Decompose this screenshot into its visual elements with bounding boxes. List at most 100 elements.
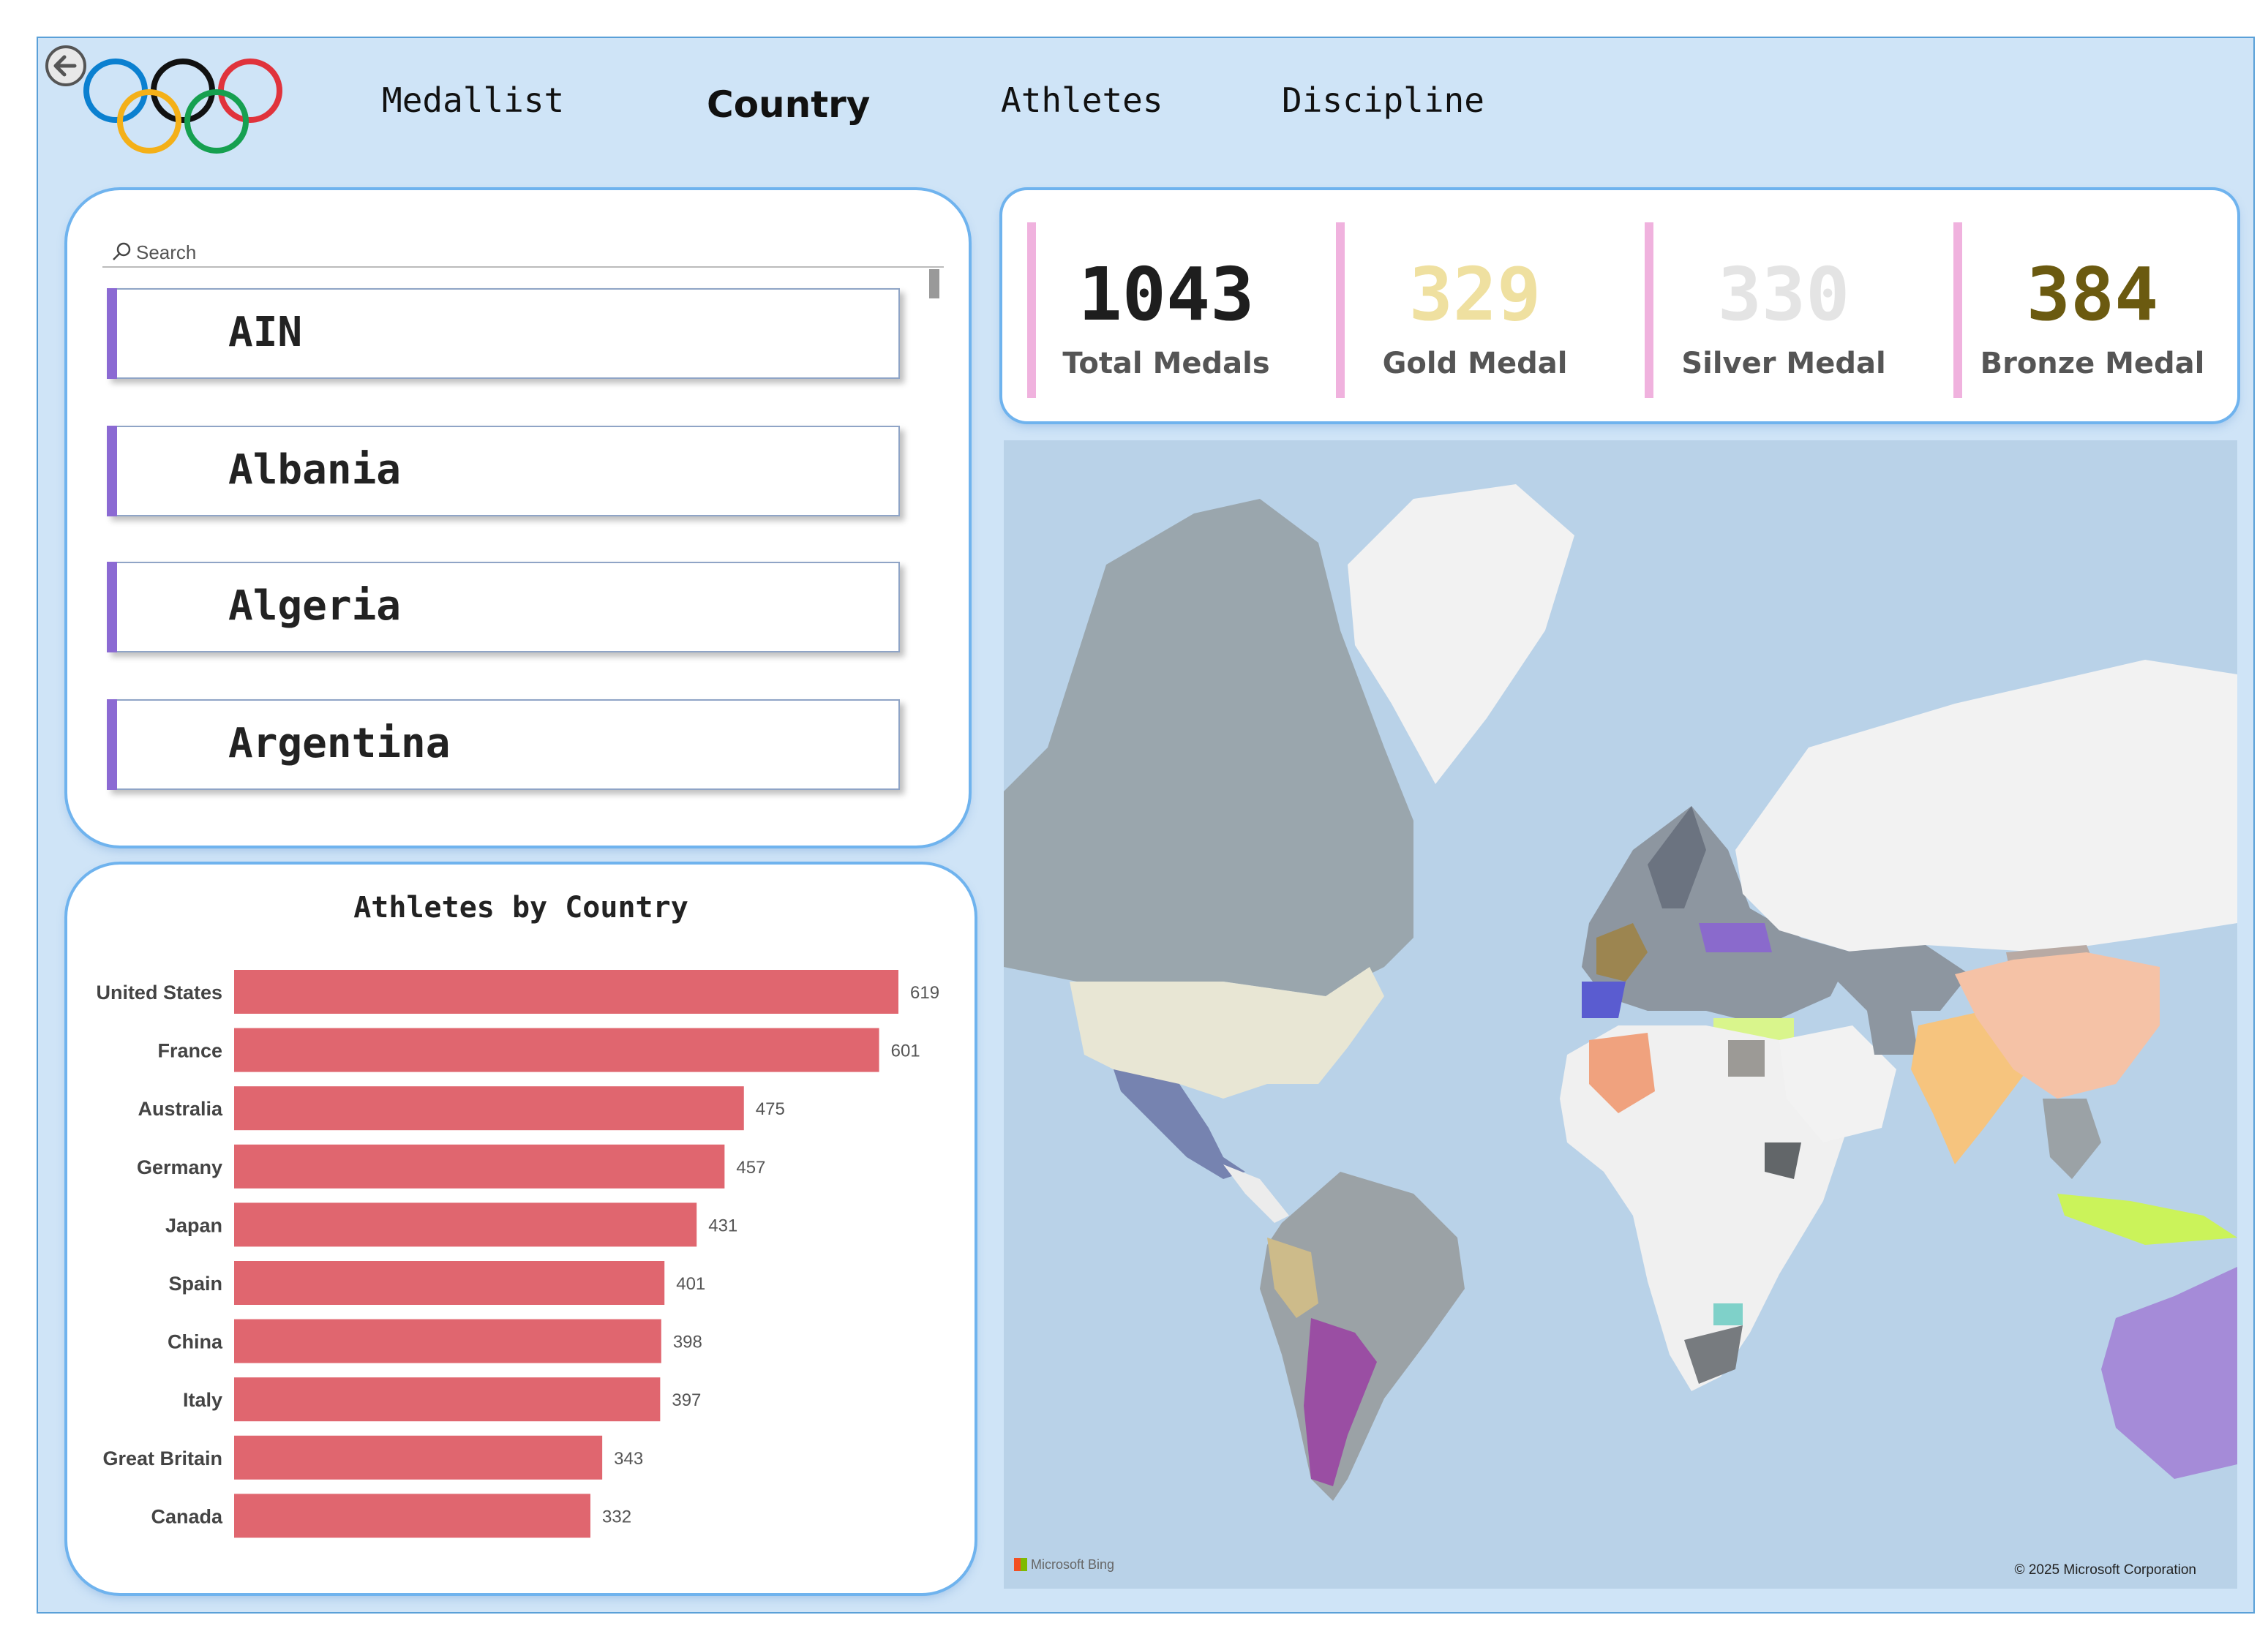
kpi-accent-bar [1953, 222, 1962, 398]
slicer-item-accent [107, 426, 117, 516]
map-region-south-africa[interactable] [1684, 1325, 1743, 1384]
map-region-africa[interactable] [1560, 1025, 1852, 1391]
map-region-kazakhstan[interactable] [1838, 945, 1970, 1011]
category-label: Japan [165, 1214, 222, 1236]
map-region-egypt[interactable] [1728, 1040, 1765, 1077]
map-region-united-states[interactable] [1070, 967, 1384, 1099]
bar[interactable] [234, 1086, 744, 1131]
map-region-ethiopia[interactable] [1765, 1142, 1801, 1179]
map-region-india[interactable] [1911, 1011, 2028, 1164]
map-region-australia[interactable] [2101, 1267, 2237, 1479]
map-region-mexico[interactable] [1114, 1069, 1245, 1179]
map-region-central-america[interactable] [1223, 1164, 1289, 1223]
category-label: United States [96, 982, 222, 1004]
data-label: 332 [602, 1507, 631, 1526]
map-copyright: © 2025 Microsoft Corporation [2014, 1562, 2196, 1578]
slicer-item-albania[interactable]: Albania [107, 426, 900, 516]
slicer-item-accent [107, 562, 117, 652]
bar[interactable] [234, 1377, 661, 1422]
bing-label: Microsoft Bing [1031, 1557, 1115, 1572]
nav-tab-country[interactable]: Country [707, 83, 871, 126]
data-label: 401 [676, 1274, 705, 1294]
category-label: Italy [183, 1389, 222, 1411]
map-region-canada[interactable] [1004, 499, 1413, 996]
kpi-accent-bar [1645, 222, 1653, 398]
slicer-scrollbar[interactable] [929, 269, 939, 298]
map-region-middle-east[interactable] [1779, 1025, 1896, 1142]
map-region-europe[interactable] [1582, 806, 1852, 1025]
kpi-value: 329 [1408, 252, 1542, 337]
data-label: 601 [891, 1042, 920, 1061]
map-region-russia[interactable] [1735, 660, 2237, 952]
search-icon [113, 242, 131, 260]
search-placeholder: Search [136, 241, 197, 263]
map-region-ukraine[interactable] [1699, 923, 1772, 952]
slicer-item-ain[interactable]: AIN [107, 288, 900, 379]
athletes-by-country-card: Athletes by Country United States 619 Fran… [67, 865, 975, 1593]
map-region-iran[interactable] [1867, 1011, 1918, 1055]
map-region-china[interactable] [1955, 952, 2160, 1099]
map-region-argentina[interactable] [1304, 1318, 1377, 1486]
map-region-peru[interactable] [1267, 1238, 1318, 1318]
kpi-value: 384 [2026, 252, 2159, 337]
data-label: 398 [673, 1333, 702, 1352]
kpi-label: Gold Medal [1382, 347, 1568, 380]
kpi-label: Silver Medal [1681, 347, 1886, 380]
nav-tab-athletes[interactable]: Athletes [1001, 80, 1163, 120]
medal-kpi-card: 1043 Total Medals 329 Gold Medal 330 Sil… [1002, 190, 2237, 421]
data-label: 343 [614, 1449, 643, 1469]
bar[interactable] [234, 1202, 697, 1247]
data-label: 397 [672, 1390, 701, 1410]
data-label: 619 [910, 983, 939, 1003]
kpi-bronze-medal: 384 Bronze Medal [1953, 222, 2231, 398]
slicer-item-label: Albania [228, 446, 402, 494]
slicer-item-accent [107, 699, 117, 790]
slicer-item-label: Argentina [228, 720, 451, 767]
nav-tab-discipline[interactable]: Discipline [1282, 80, 1484, 120]
map-region-scandinavia[interactable] [1648, 806, 1706, 908]
map-region-algeria[interactable] [1589, 1033, 1655, 1113]
search-box[interactable]: Search [102, 237, 944, 268]
bar[interactable] [234, 1261, 665, 1305]
category-label: China [168, 1331, 223, 1353]
map-region-indonesia[interactable] [2057, 1194, 2237, 1245]
kpi-label: Total Medals [1062, 347, 1270, 380]
athletes-bar-chart[interactable]: United States 619 France 601 Australia 475 Ger… [67, 952, 975, 1567]
chart-title: Athletes by Country [353, 891, 688, 925]
olympic-rings-icon [83, 59, 282, 154]
bar[interactable] [234, 1144, 725, 1189]
country-slicer-card: Search AIN Albania Algeria Argentina [67, 190, 969, 846]
category-label: Australia [138, 1098, 223, 1120]
data-label: 431 [708, 1216, 737, 1235]
world-map-graphic[interactable] [1004, 440, 2237, 1589]
bar[interactable] [234, 1319, 661, 1363]
bar[interactable] [234, 970, 898, 1014]
data-label: 475 [756, 1099, 785, 1119]
slicer-item-label: AIN [228, 309, 303, 356]
world-map[interactable]: Microsoft Bing © 2025 Microsoft Corporat… [1004, 440, 2237, 1589]
slicer-item-argentina[interactable]: Argentina [107, 699, 900, 790]
map-region-southeast-asia[interactable] [2043, 1099, 2101, 1179]
kpi-accent-bar [1336, 222, 1345, 398]
kpi-value: 330 [1717, 252, 1850, 337]
map-region-botswana[interactable] [1713, 1303, 1743, 1325]
map-region-greenland[interactable] [1348, 484, 1574, 784]
map-region-spain[interactable] [1582, 982, 1626, 1018]
map-attribution: Microsoft Bing [1014, 1557, 1114, 1573]
category-label: Great Britain [102, 1447, 222, 1469]
kpi-value: 1043 [1078, 252, 1255, 337]
category-label: Canada [151, 1505, 223, 1527]
slicer-item-label: Algeria [228, 582, 402, 630]
category-label: France [157, 1040, 222, 1062]
nav-tab-medallist[interactable]: Medallist [382, 80, 565, 120]
back-arrow-icon[interactable] [44, 44, 88, 88]
bar[interactable] [234, 1494, 591, 1538]
map-region-france[interactable] [1596, 923, 1648, 982]
bar[interactable] [234, 1028, 879, 1072]
kpi-label: Bronze Medal [1980, 347, 2205, 380]
kpi-gold-medal: 329 Gold Medal [1336, 222, 1614, 398]
bar[interactable] [234, 1435, 603, 1480]
slicer-item-algeria[interactable]: Algeria [107, 562, 900, 652]
map-region-south-america[interactable] [1260, 1172, 1465, 1501]
kpi-silver-medal: 330 Silver Medal [1645, 222, 1923, 398]
